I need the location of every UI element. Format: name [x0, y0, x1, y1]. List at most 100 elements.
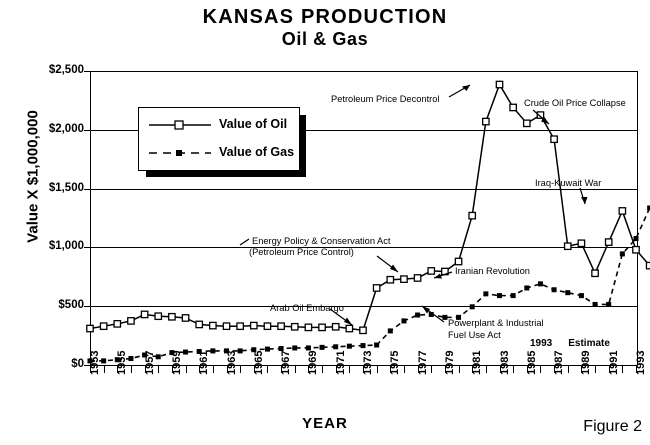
x-tick-1985: [526, 365, 528, 373]
x-tick-1988: [567, 365, 569, 373]
data-point: [224, 348, 230, 354]
x-tick-1982: [485, 365, 487, 373]
data-point: [374, 342, 380, 348]
data-point: [183, 349, 189, 355]
data-point: [278, 346, 284, 352]
data-point: [563, 242, 572, 251]
y-tick-label-1000: $1,000: [48, 240, 84, 253]
y-tick-mark-2500: [84, 71, 90, 72]
x-tick-1955: [117, 365, 119, 373]
annotation-petroleum-price-decontrol: Petroleum Price Decontrol: [331, 94, 440, 104]
x-tick-1957: [144, 365, 146, 373]
data-point: [415, 312, 421, 318]
y-tick-label-1500: $1,500: [48, 181, 84, 194]
x-tick-1993: [636, 365, 637, 373]
annotation-petroleum-price-control: (Petroleum Price Control): [249, 247, 354, 257]
x-tick-1962: [212, 365, 214, 373]
gridline-1500: [90, 188, 637, 190]
data-point: [578, 293, 584, 299]
data-point: [591, 269, 599, 278]
plot-frame-right: [637, 71, 638, 365]
estimate-note-year: 1993: [530, 338, 553, 349]
data-point: [290, 322, 299, 331]
legend-swatch-gas-icon: [149, 150, 211, 156]
y-tick-label-2000: $2,000: [48, 122, 84, 135]
x-tick-1992: [622, 365, 624, 373]
x-tick-1986: [540, 365, 542, 373]
page-subtitle: Oil & Gas: [281, 29, 369, 49]
x-tick-1978: [431, 365, 433, 373]
data-point: [345, 324, 354, 333]
data-point: [577, 239, 586, 248]
chart-plot-area: $0 $500 $1,000 $1,500 $2,000 $2,500 1953 1955 1…: [49, 64, 650, 375]
legend-swatch-oil-icon: [149, 120, 211, 130]
data-point: [565, 290, 571, 296]
data-point: [481, 117, 490, 126]
x-tick-1956: [130, 365, 132, 373]
data-point: [387, 328, 393, 334]
x-tick-1953: [90, 365, 91, 373]
y-tick-label-2500: $2,500: [48, 64, 84, 76]
data-point: [618, 207, 627, 215]
data-point: [128, 356, 134, 362]
data-point: [604, 238, 613, 246]
data-point: [551, 287, 557, 293]
data-point: [401, 318, 407, 324]
x-tick-1967: [281, 365, 283, 373]
data-point: [87, 358, 93, 364]
plot-frame-top: [90, 71, 637, 72]
data-point: [413, 274, 422, 282]
gridline-500: [90, 306, 637, 308]
x-tick-1991: [608, 365, 610, 373]
data-point: [318, 323, 326, 332]
estimate-note-text: Estimate: [568, 338, 610, 349]
x-tick-1974: [376, 365, 378, 373]
data-point: [619, 251, 625, 257]
data-point: [277, 322, 285, 331]
data-point: [645, 261, 650, 270]
gridline-2000: [90, 129, 637, 131]
data-point: [632, 245, 640, 254]
data-point: [169, 350, 175, 356]
annotation-arab-oil-embargo: Arab Oil Embargo: [270, 303, 344, 313]
data-point: [386, 275, 395, 284]
y-tick-mark-500: [84, 306, 90, 308]
series-markers-value-of-gas: [87, 205, 650, 364]
data-point: [372, 284, 381, 292]
data-point: [99, 322, 108, 331]
x-tick-1969: [308, 365, 310, 373]
data-point: [427, 267, 436, 275]
data-point: [537, 281, 543, 287]
annotation-crude-oil-price-collapse: Crude Oil Price Collapse: [524, 98, 626, 108]
data-point: [592, 301, 598, 307]
x-tick-1990: [595, 365, 597, 373]
data-point: [222, 322, 231, 331]
data-point: [237, 348, 243, 354]
data-point: [304, 323, 313, 332]
data-point: [456, 314, 462, 320]
x-tick-1987: [554, 365, 556, 373]
data-point: [114, 357, 120, 363]
series-markers-value-of-oil: [86, 80, 650, 335]
annotation-iranian-revolution: Iranian Revolution: [455, 266, 530, 276]
x-tick-1968: [294, 365, 296, 373]
data-point: [195, 320, 204, 329]
data-point: [524, 285, 530, 291]
data-series-group: [86, 80, 650, 364]
x-tick-1954: [103, 365, 105, 373]
data-point: [263, 322, 272, 331]
annotation-energy-policy-conservation-act: Energy Policy & Conservation Act: [252, 236, 391, 246]
x-tick-1981: [472, 365, 474, 373]
x-tick-1970: [322, 365, 324, 373]
x-tick-1965: [253, 365, 255, 373]
x-tick-1976: [403, 365, 405, 373]
data-point: [305, 345, 311, 351]
data-point: [454, 257, 463, 266]
data-point: [496, 293, 502, 299]
page-title: KANSAS PRODUCTION: [202, 6, 448, 28]
x-tick-1984: [513, 365, 515, 373]
data-point: [510, 293, 516, 299]
data-point: [142, 352, 148, 358]
x-tick-1989: [581, 365, 583, 373]
x-tick-1977: [417, 365, 419, 373]
